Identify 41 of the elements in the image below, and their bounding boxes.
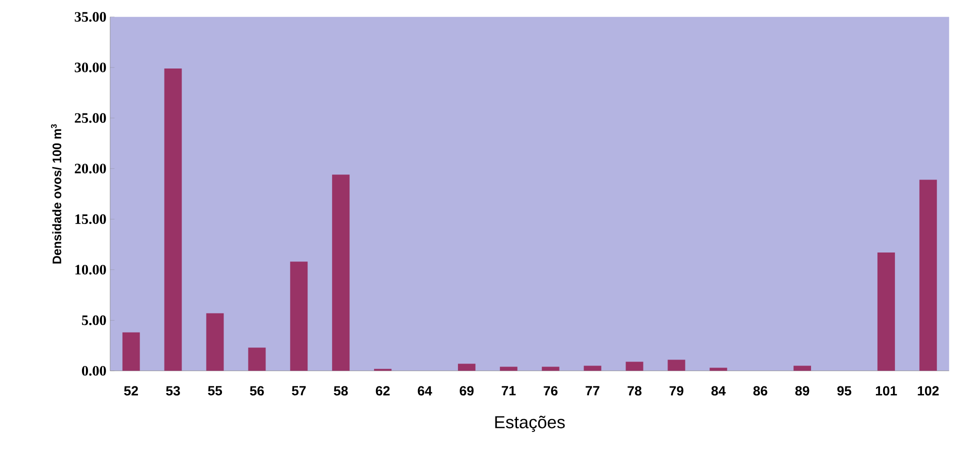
x-tick-label: 53 [166, 386, 180, 396]
y-tick-label: 15.00 [75, 214, 106, 224]
x-tick-label: 84 [711, 386, 726, 396]
bar [919, 180, 937, 371]
x-tick-label: 102 [918, 386, 939, 396]
x-tick-label: 71 [502, 386, 516, 396]
x-tick-label: 78 [628, 386, 642, 396]
x-tick-label: 89 [795, 386, 810, 396]
x-tick-label: 86 [753, 386, 768, 396]
x-tick-label: 95 [837, 386, 852, 396]
bar [332, 174, 350, 371]
y-tick-label: 0.00 [82, 366, 106, 376]
x-tick-label: 55 [208, 386, 222, 396]
x-tick-label: 58 [334, 386, 348, 396]
y-tick-label: 10.00 [75, 264, 106, 275]
bar [206, 313, 224, 371]
bar [877, 252, 895, 371]
y-tick-label: 20.00 [74, 164, 106, 174]
x-tick-label: 57 [292, 386, 306, 396]
bar [122, 332, 140, 371]
bar [164, 68, 182, 371]
bar [290, 262, 308, 371]
x-tick-label: 76 [544, 386, 558, 396]
x-tick-label: 79 [670, 386, 684, 396]
y-axis-title: Densidade ovos/ 100 m$^{3}$ [50, 124, 62, 264]
x-axis-title: Estações [495, 416, 565, 432]
bar [626, 362, 644, 371]
bar [458, 364, 476, 371]
x-tick-label: 77 [586, 386, 600, 396]
y-tick-label: 30.00 [74, 62, 106, 72]
x-tick-label: 56 [250, 386, 264, 396]
x-tick-label: 52 [124, 386, 138, 396]
x-tick-label: 64 [418, 386, 432, 396]
x-tick-label: 62 [376, 386, 390, 396]
y-tick-label: 35.00 [74, 12, 106, 22]
x-tick-label: 69 [460, 386, 474, 396]
bar [248, 348, 266, 371]
bar [668, 360, 686, 371]
y-tick-label: 5.00 [82, 315, 106, 326]
x-tick-label: 101 [876, 386, 897, 396]
y-tick-label: 25.00 [74, 113, 106, 123]
